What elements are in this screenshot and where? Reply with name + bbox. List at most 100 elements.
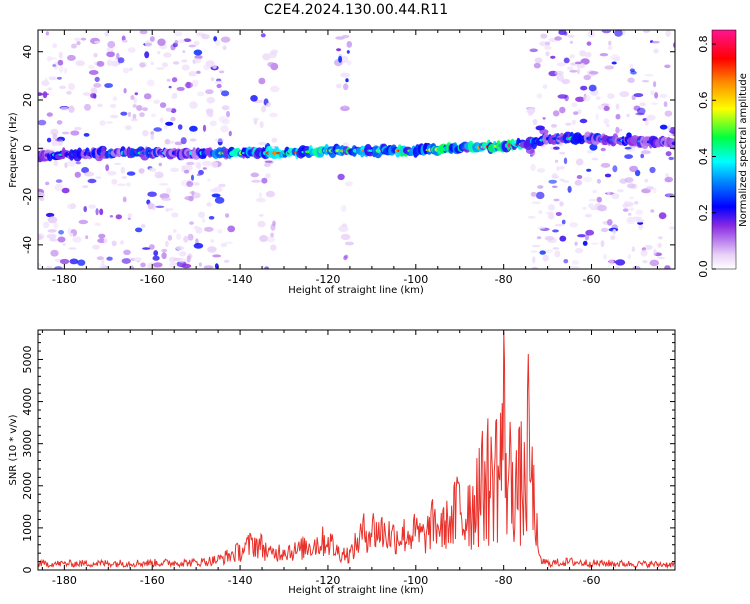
- noise-blob: [601, 103, 610, 107]
- colorbar-tick-label: 0.6: [697, 92, 710, 110]
- noise-blob: [667, 133, 674, 137]
- noise-blob: [346, 41, 353, 48]
- noise-blob: [46, 137, 52, 143]
- noise-blob: [258, 77, 266, 85]
- noise-blob: [107, 171, 117, 176]
- noise-blob: [265, 173, 271, 179]
- noise-blob: [569, 222, 578, 228]
- snr-panel: -180 -160 -140 -120 -100 -80 -60 0 1000 2000 3000…: [8, 329, 676, 596]
- noise-blob: [140, 224, 146, 228]
- y-tick-label: 20: [21, 93, 34, 107]
- noise-blob: [584, 213, 592, 218]
- noise-blob: [155, 205, 165, 208]
- noise-blob: [599, 53, 609, 57]
- noise-blob: [668, 156, 674, 161]
- noise-blob: [338, 55, 343, 63]
- noise-blob: [143, 93, 152, 100]
- noise-blob: [262, 53, 271, 61]
- y-tick-label: 0: [21, 145, 34, 152]
- noise-blob: [99, 208, 104, 216]
- noise-blob: [222, 45, 227, 51]
- noise-blob: [110, 114, 119, 119]
- noise-blob: [130, 118, 138, 122]
- noise-blob: [188, 71, 197, 77]
- noise-blob: [628, 207, 635, 212]
- noise-blob: [575, 96, 585, 103]
- snr-x-label: Height of straight line (km): [288, 585, 424, 596]
- noise-blob: [97, 103, 103, 108]
- noise-blob: [64, 162, 68, 169]
- x-tick-label: -60: [583, 273, 601, 286]
- noise-blob: [144, 51, 150, 59]
- noise-blob: [561, 180, 570, 183]
- spectrogram-y-label: Frequency (Hz): [8, 112, 19, 188]
- y-tick-label: 40: [21, 45, 34, 59]
- noise-blob: [607, 45, 613, 51]
- noise-blob: [159, 117, 164, 123]
- noise-blob: [182, 50, 186, 53]
- noise-blob: [569, 265, 580, 269]
- noise-blob: [585, 229, 595, 236]
- x-tick-label: -60: [583, 574, 601, 587]
- noise-blob: [556, 62, 566, 67]
- noise-blob: [586, 41, 592, 46]
- noise-blob: [264, 160, 273, 163]
- noise-blob: [341, 34, 350, 39]
- noise-blob: [207, 246, 217, 253]
- noise-blob: [530, 250, 538, 253]
- noise-blob: [635, 112, 645, 116]
- noise-blob: [644, 73, 654, 77]
- noise-blob: [545, 51, 550, 57]
- noise-blob: [265, 190, 275, 198]
- noise-blob: [538, 210, 543, 215]
- noise-blob: [644, 245, 653, 250]
- noise-blob: [215, 39, 221, 46]
- noise-blob: [559, 166, 565, 170]
- noise-blob: [548, 179, 557, 184]
- noise-blob: [649, 166, 656, 174]
- noise-blob: [68, 83, 75, 91]
- noise-blob: [59, 258, 70, 265]
- noise-blob: [56, 120, 63, 125]
- noise-blob: [181, 263, 192, 269]
- noise-blob: [104, 83, 113, 88]
- noise-blob: [220, 242, 227, 248]
- noise-blob: [186, 161, 195, 166]
- noise-blob: [96, 60, 105, 67]
- noise-blob: [53, 61, 59, 70]
- noise-blob: [38, 263, 42, 267]
- y-tick-label: 2000: [21, 472, 34, 500]
- noise-blob: [576, 175, 583, 179]
- noise-blob: [657, 236, 663, 240]
- noise-blob: [88, 70, 99, 75]
- noise-blob: [264, 266, 269, 269]
- noise-blob: [624, 146, 632, 150]
- noise-blob: [85, 235, 89, 240]
- noise-blob: [168, 140, 175, 144]
- noise-blob: [51, 139, 57, 147]
- noise-blob: [127, 111, 132, 117]
- noise-blob: [203, 265, 214, 269]
- noise-blob: [207, 113, 212, 117]
- y-tick-label: 0: [21, 567, 34, 574]
- spectrogram-x-label: Height of straight line (km): [288, 285, 424, 296]
- noise-blob: [196, 173, 202, 177]
- noise-blob: [624, 154, 633, 160]
- noise-blob: [148, 167, 157, 172]
- noise-blob: [98, 233, 106, 239]
- noise-blob: [142, 107, 148, 111]
- noise-blob: [193, 40, 200, 46]
- noise-blob: [48, 57, 58, 60]
- noise-blob: [49, 238, 58, 242]
- noise-blob: [223, 259, 230, 263]
- noise-blob: [142, 129, 149, 137]
- noise-blob: [658, 212, 667, 220]
- noise-blob: [664, 265, 671, 269]
- noise-blob: [163, 125, 168, 130]
- noise-blob: [129, 67, 133, 72]
- noise-blob: [260, 33, 266, 38]
- noise-blob: [165, 240, 169, 248]
- noise-blob: [195, 226, 203, 234]
- noise-blob: [547, 212, 555, 220]
- noise-blob: [127, 47, 136, 53]
